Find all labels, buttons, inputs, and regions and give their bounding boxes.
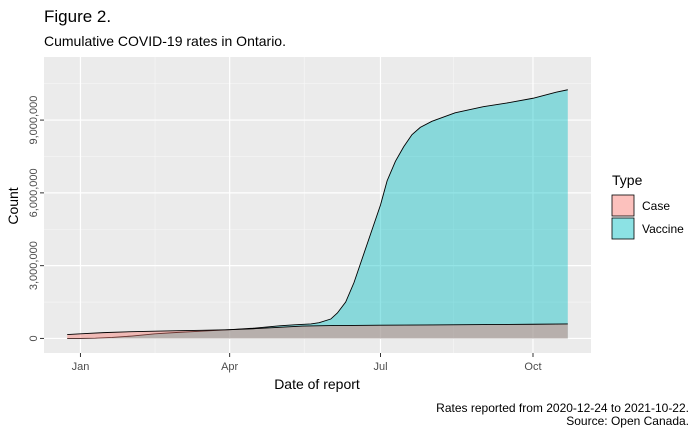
area-series bbox=[67, 89, 568, 339]
x-tick-label: Jan bbox=[72, 361, 90, 373]
legend-key-case bbox=[611, 194, 635, 217]
figure-title: Figure 2. bbox=[44, 7, 112, 26]
x-tick-label: Jul bbox=[373, 361, 387, 373]
x-axis-label: Date of report bbox=[274, 376, 360, 392]
minor-gridlines bbox=[44, 57, 591, 353]
caption-date-range: Rates reported from 2020-12-24 to 2021-1… bbox=[436, 401, 689, 415]
x-tick-label: Apr bbox=[221, 361, 238, 373]
figure-subtitle: Cumulative COVID-19 rates in Ontario. bbox=[44, 33, 286, 49]
y-tick-label: 3,000,000 bbox=[28, 241, 40, 290]
y-tick-label: 6,000,000 bbox=[28, 168, 40, 217]
legend: Type Case Vaccine bbox=[611, 172, 684, 240]
y-axis-label: Count bbox=[5, 187, 21, 224]
x-axis: Jan Apr Jul Oct bbox=[72, 353, 542, 373]
x-tick-label: Oct bbox=[524, 361, 541, 373]
caption-source: Source: Open Canada. bbox=[566, 414, 689, 428]
y-axis: 0 3,000,000 6,000,000 9,000,000 bbox=[28, 96, 44, 342]
y-tick-label: 9,000,000 bbox=[28, 96, 40, 145]
plot-panel bbox=[44, 57, 591, 353]
legend-label-case: Case bbox=[642, 199, 670, 213]
line-case bbox=[67, 323, 568, 336]
legend-title: Type bbox=[612, 172, 643, 188]
line-vaccine bbox=[67, 89, 568, 339]
legend-label-vaccine: Vaccine bbox=[642, 222, 684, 236]
legend-key-vaccine bbox=[611, 217, 635, 240]
area-case bbox=[67, 323, 568, 339]
major-gridlines bbox=[44, 57, 591, 353]
y-tick-label: 0 bbox=[28, 335, 40, 341]
area-vaccine bbox=[67, 89, 568, 339]
